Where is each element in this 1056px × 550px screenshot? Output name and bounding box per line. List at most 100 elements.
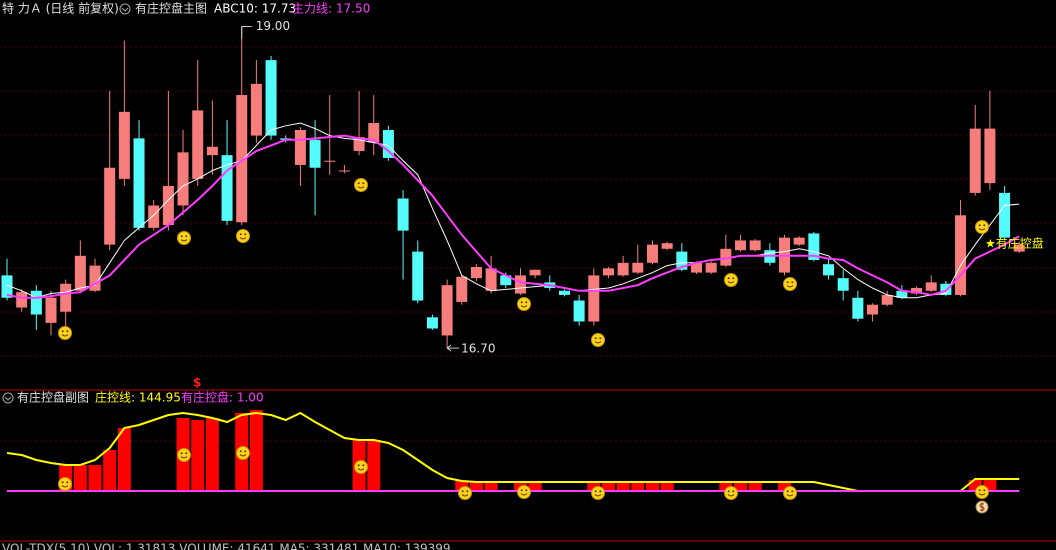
smiley-icon	[517, 485, 531, 499]
candle-body	[16, 292, 28, 308]
bar	[983, 479, 997, 491]
smiley-eye	[791, 490, 794, 493]
smiley-face	[724, 273, 738, 287]
candle-body	[690, 262, 702, 273]
bar	[631, 481, 645, 491]
smiley-eye	[61, 330, 64, 333]
smiley-icon	[354, 460, 368, 474]
bar	[249, 410, 263, 491]
candle-body	[808, 233, 820, 260]
indicator-line	[6, 122, 1020, 299]
smiley-face	[783, 486, 797, 500]
bar	[734, 481, 747, 491]
bar	[778, 481, 792, 491]
candle-body	[45, 297, 57, 323]
footer-indicator: VOL-TDX(5,10) VOL: 1.31813 VOLUME: 41641…	[2, 542, 451, 550]
smiley-eye	[362, 182, 365, 185]
smiley-face	[975, 485, 989, 499]
smiley-icon	[724, 486, 738, 500]
indicator-line	[6, 411, 1020, 492]
bar	[601, 481, 615, 491]
smiley-icon	[177, 448, 191, 462]
bar	[205, 417, 219, 491]
smiley-icon	[724, 273, 738, 287]
bar	[587, 481, 601, 491]
bar	[367, 440, 381, 491]
smiley-eye	[66, 481, 69, 484]
candle-body	[514, 275, 526, 294]
candle-body	[324, 160, 336, 162]
smiley-mouth	[978, 228, 986, 231]
smiley-eye	[786, 490, 789, 493]
smiley-eye	[525, 301, 528, 304]
candle-body	[236, 95, 248, 223]
indicator-label: 有庄控盘: 1.00	[181, 390, 264, 405]
dropdown-arrow	[4, 396, 12, 401]
smiley-eye	[180, 235, 183, 238]
candle-body	[617, 262, 629, 276]
smiley-mouth	[239, 454, 247, 457]
candle-body	[30, 290, 42, 315]
dropdown-icon[interactable]	[2, 392, 14, 404]
candle-body	[89, 265, 101, 291]
smiley-face	[783, 277, 797, 291]
smiley-face	[591, 486, 605, 500]
candle-body	[1013, 244, 1025, 252]
candle-body	[676, 251, 688, 270]
grid	[0, 46, 1056, 442]
candle-body	[969, 128, 981, 193]
smiley-eye	[185, 452, 188, 455]
dropdown-icon[interactable]	[119, 3, 131, 15]
smiley-mouth	[978, 493, 986, 496]
smiley-eye	[983, 489, 986, 492]
smiley-icon	[591, 333, 605, 347]
smiley-eye	[732, 490, 735, 493]
candle-body	[177, 152, 189, 206]
high-leader	[241, 26, 252, 39]
coin-icon	[975, 500, 989, 514]
smiley-eye	[520, 301, 523, 304]
smiley-eye	[466, 490, 469, 493]
bar	[191, 420, 205, 491]
candle-body	[192, 110, 204, 179]
indicator-line	[6, 134, 1020, 299]
bar	[117, 428, 131, 491]
bar	[968, 479, 982, 491]
bar	[455, 480, 469, 491]
smiley-eye	[594, 337, 597, 340]
smiley-eye	[520, 489, 523, 492]
smiley-icon	[591, 486, 605, 500]
smiley-face	[724, 486, 738, 500]
candle-body	[294, 130, 306, 165]
candle-body	[397, 198, 409, 231]
smiley-eye	[727, 490, 730, 493]
indicator-title: 有庄控盘副图	[17, 390, 89, 405]
smiley-eye	[239, 233, 242, 236]
low-leader	[446, 344, 460, 352]
candle-body	[793, 237, 805, 245]
smiley-face	[58, 326, 72, 340]
smiley-icon	[177, 231, 191, 245]
bar	[748, 481, 762, 491]
smiley-eye	[525, 489, 528, 492]
smiley-face	[517, 485, 531, 499]
candle-body	[309, 139, 321, 168]
smiley-icon	[58, 326, 72, 340]
smiley-eye	[599, 337, 602, 340]
smiley-mouth	[61, 334, 69, 337]
candle-body	[955, 215, 967, 295]
candle-body	[221, 155, 233, 221]
smiley-mouth	[357, 186, 365, 189]
smiley-eye	[66, 330, 69, 333]
bar	[88, 465, 102, 491]
smiley-eye	[978, 489, 981, 492]
candle-body	[426, 317, 438, 329]
smiley-icon	[236, 446, 250, 460]
smiley-eye	[185, 235, 188, 238]
smiley-eye	[786, 281, 789, 284]
smiley-eye	[244, 450, 247, 453]
candle-body	[148, 205, 160, 228]
candle-body	[250, 83, 262, 136]
smiley-icon	[458, 486, 472, 500]
